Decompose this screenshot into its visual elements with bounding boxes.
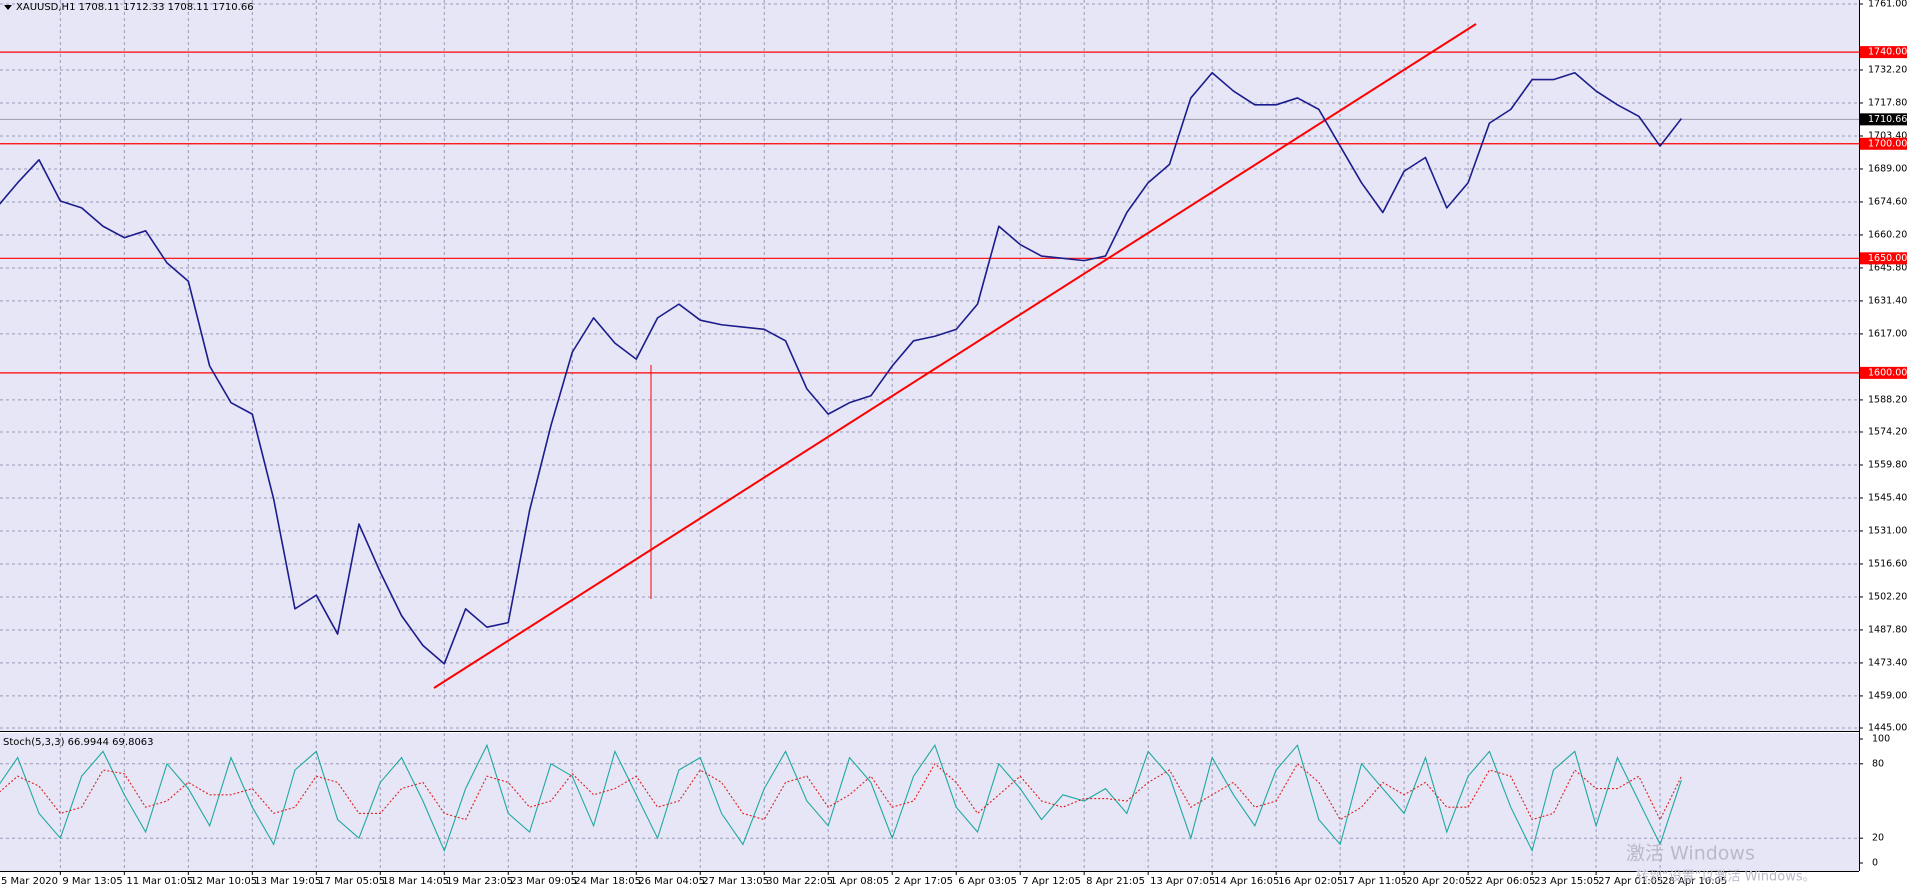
x-tick-label: 26 Mar 04:05: [638, 876, 705, 887]
x-tick-label: 30 Mar 22:05: [766, 876, 833, 887]
level-label: 1700.00: [1868, 138, 1907, 149]
watermark-title: 激活 Windows: [1626, 843, 1755, 865]
x-tick-label: 2 Apr 17:05: [894, 876, 953, 887]
trendline: [433, 23, 1477, 689]
y-tick-label: 1588.20: [1868, 394, 1907, 405]
x-tick-label: 7 Apr 12:05: [1022, 876, 1081, 887]
x-tick-label: 28 Apr 10:05: [1662, 876, 1727, 887]
y-tick-label: 1445.00: [1868, 723, 1907, 734]
y-tick-label: 20: [1872, 833, 1884, 844]
stoch-panel-bg: [0, 733, 1859, 871]
current-price-label: 1710.66: [1868, 114, 1907, 125]
y-tick-label: 1574.20: [1868, 426, 1907, 437]
x-tick-label: 17 Mar 05:05: [318, 876, 385, 887]
level-label-bg: [1860, 366, 1907, 379]
level-label: 1650.00: [1868, 253, 1907, 264]
x-tick-label: 6 Apr 03:05: [958, 876, 1017, 887]
x-tick-label: 23 Mar 09:05: [510, 876, 577, 887]
x-tick-label: 27 Mar 13:05: [702, 876, 769, 887]
x-tick-label: 13 Apr 07:05: [1150, 876, 1215, 887]
y-tick-label: 1502.20: [1868, 591, 1907, 602]
y-tick-label: 1473.40: [1868, 657, 1907, 668]
x-tick-label: 22 Apr 06:05: [1470, 876, 1535, 887]
x-tick-label: 9 Mar 13:05: [62, 876, 122, 887]
level-label-bg: [1860, 46, 1907, 59]
level-label: 1740.00: [1868, 47, 1907, 58]
level-label: 1600.00: [1868, 367, 1907, 378]
y-tick-label: 100: [1872, 734, 1890, 745]
x-tick-label: 1 Apr 08:05: [830, 876, 889, 887]
x-tick-label: 23 Apr 15:05: [1534, 876, 1599, 887]
y-tick-label: 1459.00: [1868, 690, 1907, 701]
grid: [0, 0, 1859, 871]
stoch-title: Stoch(5,3,3) 66.9944 69.8063: [3, 737, 154, 748]
price-line: [0, 71, 1683, 665]
chart-title: XAUUSD,H1 1708.11 1712.33 1708.11 1710.6…: [16, 2, 254, 13]
y-tick-label: 1717.80: [1868, 97, 1907, 108]
x-tick-label: 24 Mar 18:05: [574, 876, 641, 887]
y-tick-label: 1559.80: [1868, 459, 1907, 470]
watermark-subtitle: 转到“设置”以激活 Windows。: [1636, 870, 1816, 885]
x-tick-label: 17 Apr 11:05: [1342, 876, 1407, 887]
current-price-bg: [1860, 113, 1907, 126]
y-tick-label: 1761.00: [1868, 0, 1907, 10]
symbol-icon: [4, 5, 12, 10]
y-tick-label: 1631.40: [1868, 295, 1907, 306]
y-tick-label: 1617.00: [1868, 328, 1907, 339]
y-tick-label: 1703.40: [1868, 130, 1907, 141]
levels: [0, 51, 1859, 374]
x-tick-label: 18 Mar 14:05: [382, 876, 449, 887]
x-tick-label: 11 Mar 01:05: [126, 876, 193, 887]
marks: [0, 71, 1683, 853]
level-label-bg: [1860, 252, 1907, 265]
y-tick-label: 1645.80: [1868, 262, 1907, 273]
y-tick-label: 1531.00: [1868, 525, 1907, 536]
y-tick-label: 80: [1872, 758, 1884, 769]
y-tick-label: 1732.20: [1868, 64, 1907, 75]
x-tick-label: 20 Apr 20:05: [1406, 876, 1471, 887]
x-tick-label: 13 Mar 19:05: [254, 876, 321, 887]
y-tick-label: 0: [1872, 858, 1878, 869]
y-tick-label: 1516.60: [1868, 558, 1907, 569]
x-tick-label: 12 Mar 10:05: [190, 876, 257, 887]
level-label-bg: [1860, 137, 1907, 150]
x-tick-label: 5 Mar 2020: [1, 876, 58, 887]
series-line: [0, 762, 1682, 821]
y-tick-label: 1689.00: [1868, 163, 1907, 174]
price-panel-bg: [0, 0, 1859, 731]
x-tick-label: 16 Apr 02:05: [1278, 876, 1343, 887]
x-tick-label: 19 Mar 23:05: [446, 876, 513, 887]
y-tick-label: 1487.80: [1868, 624, 1907, 635]
x-tick-label: 27 Apr 01:05: [1598, 876, 1663, 887]
y-tick-label: 1674.60: [1868, 196, 1907, 207]
x-tick-label: 14 Apr 16:05: [1214, 876, 1279, 887]
y-tick-label: 1660.20: [1868, 229, 1907, 240]
series-line: [0, 743, 1682, 853]
x-tick-label: 8 Apr 21:05: [1086, 876, 1145, 887]
y-tick-label: 1545.40: [1868, 492, 1907, 503]
